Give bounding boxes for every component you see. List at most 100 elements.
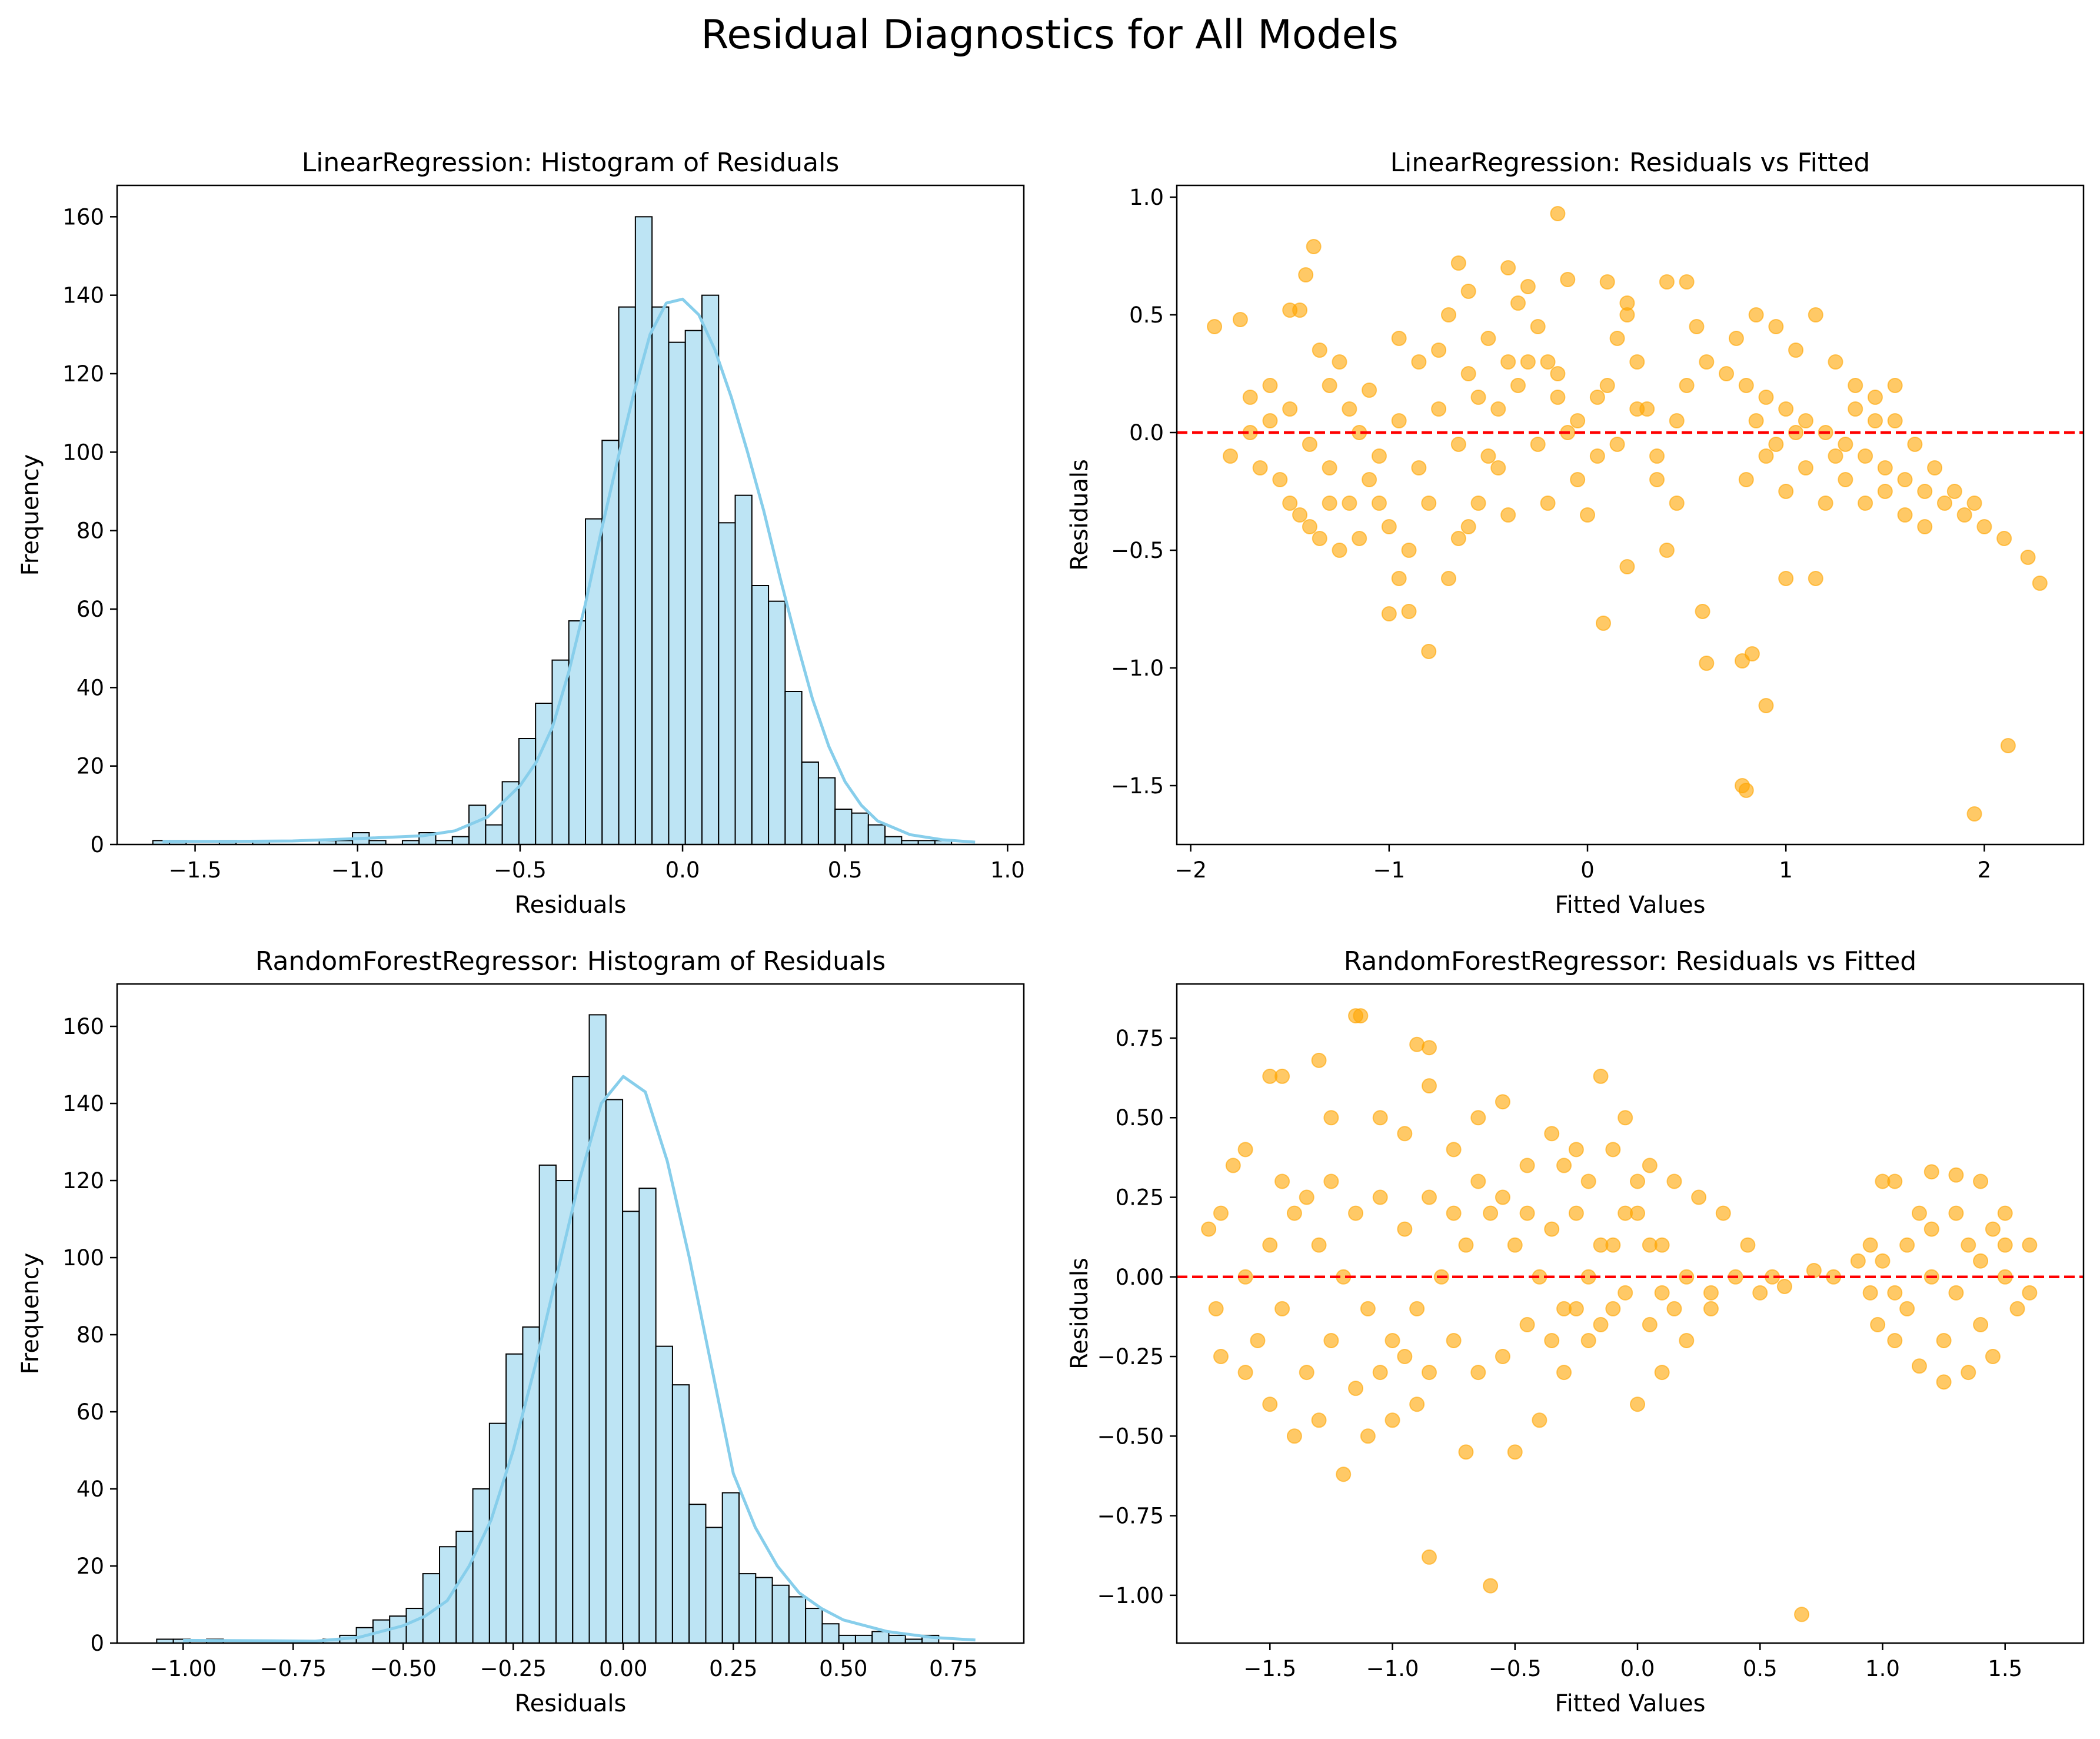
scatter-point bbox=[1372, 1365, 1388, 1381]
scatter-point bbox=[1500, 260, 1516, 275]
scatter-point bbox=[1654, 1285, 1670, 1301]
scatter-point bbox=[1966, 806, 1982, 822]
scatter-point bbox=[1391, 571, 1407, 586]
scatter-point bbox=[1302, 519, 1317, 534]
histogram-bar bbox=[472, 1488, 490, 1643]
scatter-point bbox=[1877, 484, 1893, 499]
scatter-point bbox=[1719, 366, 1735, 381]
kde-curve bbox=[162, 297, 976, 844]
scatter-point bbox=[1748, 413, 1764, 428]
scatter-point bbox=[1570, 413, 1586, 428]
y-tick-label: −0.50 bbox=[1097, 1424, 1164, 1449]
y-tick-label: 120 bbox=[62, 1168, 104, 1193]
scatter-point bbox=[1274, 1068, 1290, 1084]
y-tick-label: 0 bbox=[90, 832, 104, 857]
scatter-point bbox=[1311, 1052, 1327, 1068]
scatter-point bbox=[1274, 1301, 1290, 1316]
histogram-bar bbox=[668, 341, 686, 844]
scatter-point bbox=[1223, 448, 1239, 464]
scatter-point bbox=[1213, 1205, 1229, 1221]
scatter-point bbox=[1568, 1301, 1584, 1316]
scatter-point bbox=[1421, 1549, 1437, 1565]
y-tick-label: 20 bbox=[76, 754, 104, 779]
y-tick-label: 0.25 bbox=[1116, 1185, 1164, 1211]
axes-frame bbox=[1176, 983, 2085, 1644]
scatter-point bbox=[1758, 698, 1774, 713]
scatter-point bbox=[1483, 1578, 1499, 1594]
scatter-point bbox=[1738, 472, 1754, 487]
scatter-point bbox=[1560, 272, 1576, 287]
scatter-point bbox=[1362, 472, 1377, 487]
scatter-point bbox=[1618, 1285, 1633, 1301]
y-tick-label: 20 bbox=[76, 1554, 104, 1579]
scatter-point bbox=[1599, 274, 1615, 290]
plot-area bbox=[156, 1014, 976, 1643]
scatter-point bbox=[1599, 378, 1615, 393]
scatter-point bbox=[1421, 644, 1437, 659]
axes-frame bbox=[116, 983, 1025, 1644]
scatter-point bbox=[1649, 472, 1665, 487]
scatter-point bbox=[1490, 401, 1506, 417]
scatter-point bbox=[1691, 1189, 1707, 1205]
scatter-point bbox=[1262, 1237, 1278, 1253]
histogram-bar bbox=[805, 1608, 823, 1643]
y-tick-label: 100 bbox=[62, 440, 104, 465]
y-tick-label: 80 bbox=[76, 518, 104, 544]
scatter-point bbox=[1450, 255, 1466, 271]
scatter-point bbox=[1848, 378, 1863, 393]
histogram-bar bbox=[518, 738, 537, 844]
histogram-bar bbox=[768, 600, 786, 844]
scatter-point bbox=[1948, 1167, 1964, 1183]
histogram-bar bbox=[771, 1584, 790, 1643]
scatter-point bbox=[1867, 390, 1883, 405]
scatter-point bbox=[1480, 448, 1496, 464]
scatter-point bbox=[1936, 1332, 1952, 1348]
scatter-point bbox=[1299, 1365, 1314, 1381]
scatter-point bbox=[1252, 460, 1268, 476]
scatter-point bbox=[1997, 1237, 2013, 1253]
scatter-point bbox=[1544, 1332, 1560, 1348]
scatter-point bbox=[1450, 437, 1466, 452]
scatter-point bbox=[1282, 496, 1298, 511]
scatter-point bbox=[1985, 1221, 2001, 1237]
scatter-point bbox=[1948, 1285, 1964, 1301]
scatter-point bbox=[1352, 531, 1367, 546]
scatter-point bbox=[1659, 274, 1675, 290]
scatter-point bbox=[1470, 390, 1486, 405]
scatter-point bbox=[1568, 1142, 1584, 1158]
scatter-point bbox=[1589, 390, 1605, 405]
scatter-point bbox=[1550, 390, 1566, 405]
y-tick-label: −0.25 bbox=[1097, 1344, 1164, 1369]
scatter-point bbox=[1397, 1349, 1413, 1365]
scatter-point bbox=[1758, 390, 1774, 405]
histogram-bar bbox=[705, 1527, 723, 1643]
scatter-point bbox=[1887, 1173, 1903, 1189]
scatter-point bbox=[1728, 331, 1744, 346]
scatter-point bbox=[1342, 496, 1357, 511]
scatter-point bbox=[1642, 1316, 1658, 1332]
scatter-point bbox=[1421, 1040, 1437, 1056]
histogram-bar bbox=[605, 1099, 624, 1643]
histogram-bar bbox=[738, 1573, 757, 1643]
scatter-point bbox=[1806, 1262, 1822, 1278]
histogram-bar bbox=[684, 330, 703, 844]
scatter-point bbox=[1580, 1173, 1596, 1189]
histogram-bar bbox=[734, 494, 753, 844]
y-tick-label: 0.00 bbox=[1116, 1265, 1164, 1290]
histogram-bar bbox=[522, 1326, 540, 1643]
x-tick-label: 0.0 bbox=[1620, 1656, 1655, 1681]
x-tick-label: 0.75 bbox=[929, 1656, 977, 1681]
scatter-point bbox=[1605, 1301, 1621, 1316]
scatter-point bbox=[1409, 1301, 1425, 1316]
x-tick-label: −2 bbox=[1174, 857, 1207, 883]
scatter-point bbox=[2020, 550, 2036, 565]
scatter-point bbox=[1659, 543, 1675, 558]
scatter-point bbox=[1460, 519, 1476, 534]
scatter-point bbox=[1689, 319, 1705, 334]
scatter-point bbox=[1431, 343, 1447, 358]
scatter-point bbox=[1250, 1332, 1266, 1348]
x-axis-label: Fitted Values bbox=[1555, 1690, 1706, 1717]
scatter-point bbox=[1887, 378, 1903, 393]
y-tick-label: −1.0 bbox=[1111, 656, 1164, 681]
scatter-point bbox=[1232, 312, 1248, 327]
